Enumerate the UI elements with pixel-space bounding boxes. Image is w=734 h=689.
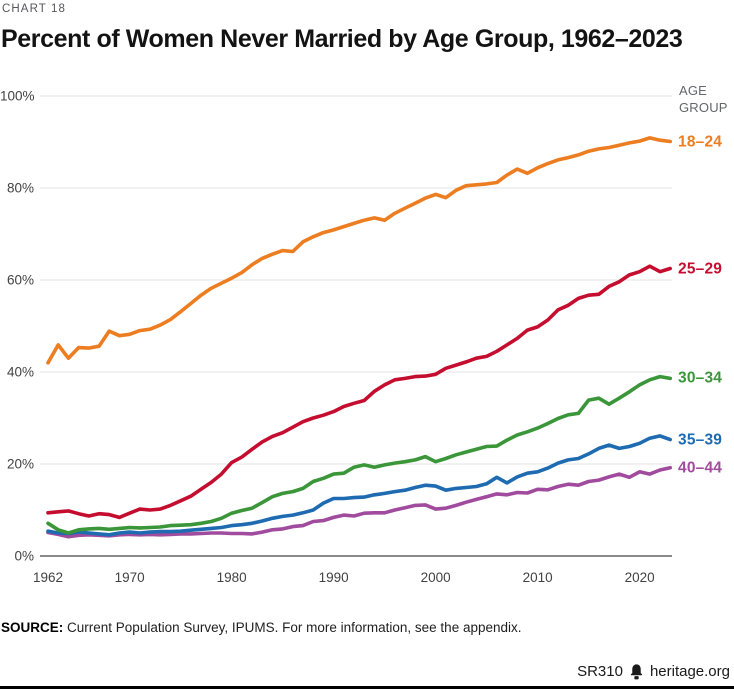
x-axis-tick-1980: 1980 xyxy=(216,570,247,585)
source-label: SOURCE: xyxy=(1,620,64,635)
x-axis-tick-1962: 1962 xyxy=(32,570,64,585)
bottom-rule xyxy=(0,686,734,689)
legend-label-35-39: 35–39 xyxy=(678,430,723,448)
legend-label-18-24: 18–24 xyxy=(678,132,723,150)
y-axis-tick-80%: 80% xyxy=(6,180,34,196)
site-link[interactable]: heritage.org xyxy=(649,663,730,680)
x-axis-tick-1990: 1990 xyxy=(318,570,349,585)
legend-label-30-34: 30–34 xyxy=(678,369,723,387)
series-line-30-34 xyxy=(46,374,673,535)
x-axis-tick-2000: 2000 xyxy=(420,570,451,585)
y-axis-tick-100%: 100% xyxy=(0,88,35,104)
x-axis-tick-1970: 1970 xyxy=(114,570,145,585)
legend-label-40-44: 40–44 xyxy=(678,458,723,476)
y-axis-tick-40%: 40% xyxy=(6,364,34,380)
brand-line: SR310 heritage.org xyxy=(577,663,730,680)
y-axis-tick-60%: 60% xyxy=(6,272,34,288)
page-title: Percent of Women Never Married by Age Gr… xyxy=(1,25,683,53)
source-note: SOURCE: Current Population Survey, IPUMS… xyxy=(1,620,522,635)
x-axis-tick-2020: 2020 xyxy=(624,570,655,585)
series-line-40-44 xyxy=(46,465,673,539)
legend-title: AGE GROUP xyxy=(679,83,728,115)
series-line-35-39 xyxy=(46,434,673,537)
source-text: Current Population Survey, IPUMS. For mo… xyxy=(67,620,522,635)
y-axis-tick-0%: 0% xyxy=(14,548,34,564)
chart-number-label: CHART 18 xyxy=(2,3,66,15)
series-line-25-29 xyxy=(46,264,673,520)
x-axis-tick-2010: 2010 xyxy=(522,570,553,585)
y-axis-tick-20%: 20% xyxy=(6,456,34,472)
heritage-bell-icon xyxy=(630,663,643,680)
legend-label-25-29: 25–29 xyxy=(678,259,723,277)
series-line-18-24 xyxy=(46,136,673,365)
report-id: SR310 xyxy=(577,663,623,680)
